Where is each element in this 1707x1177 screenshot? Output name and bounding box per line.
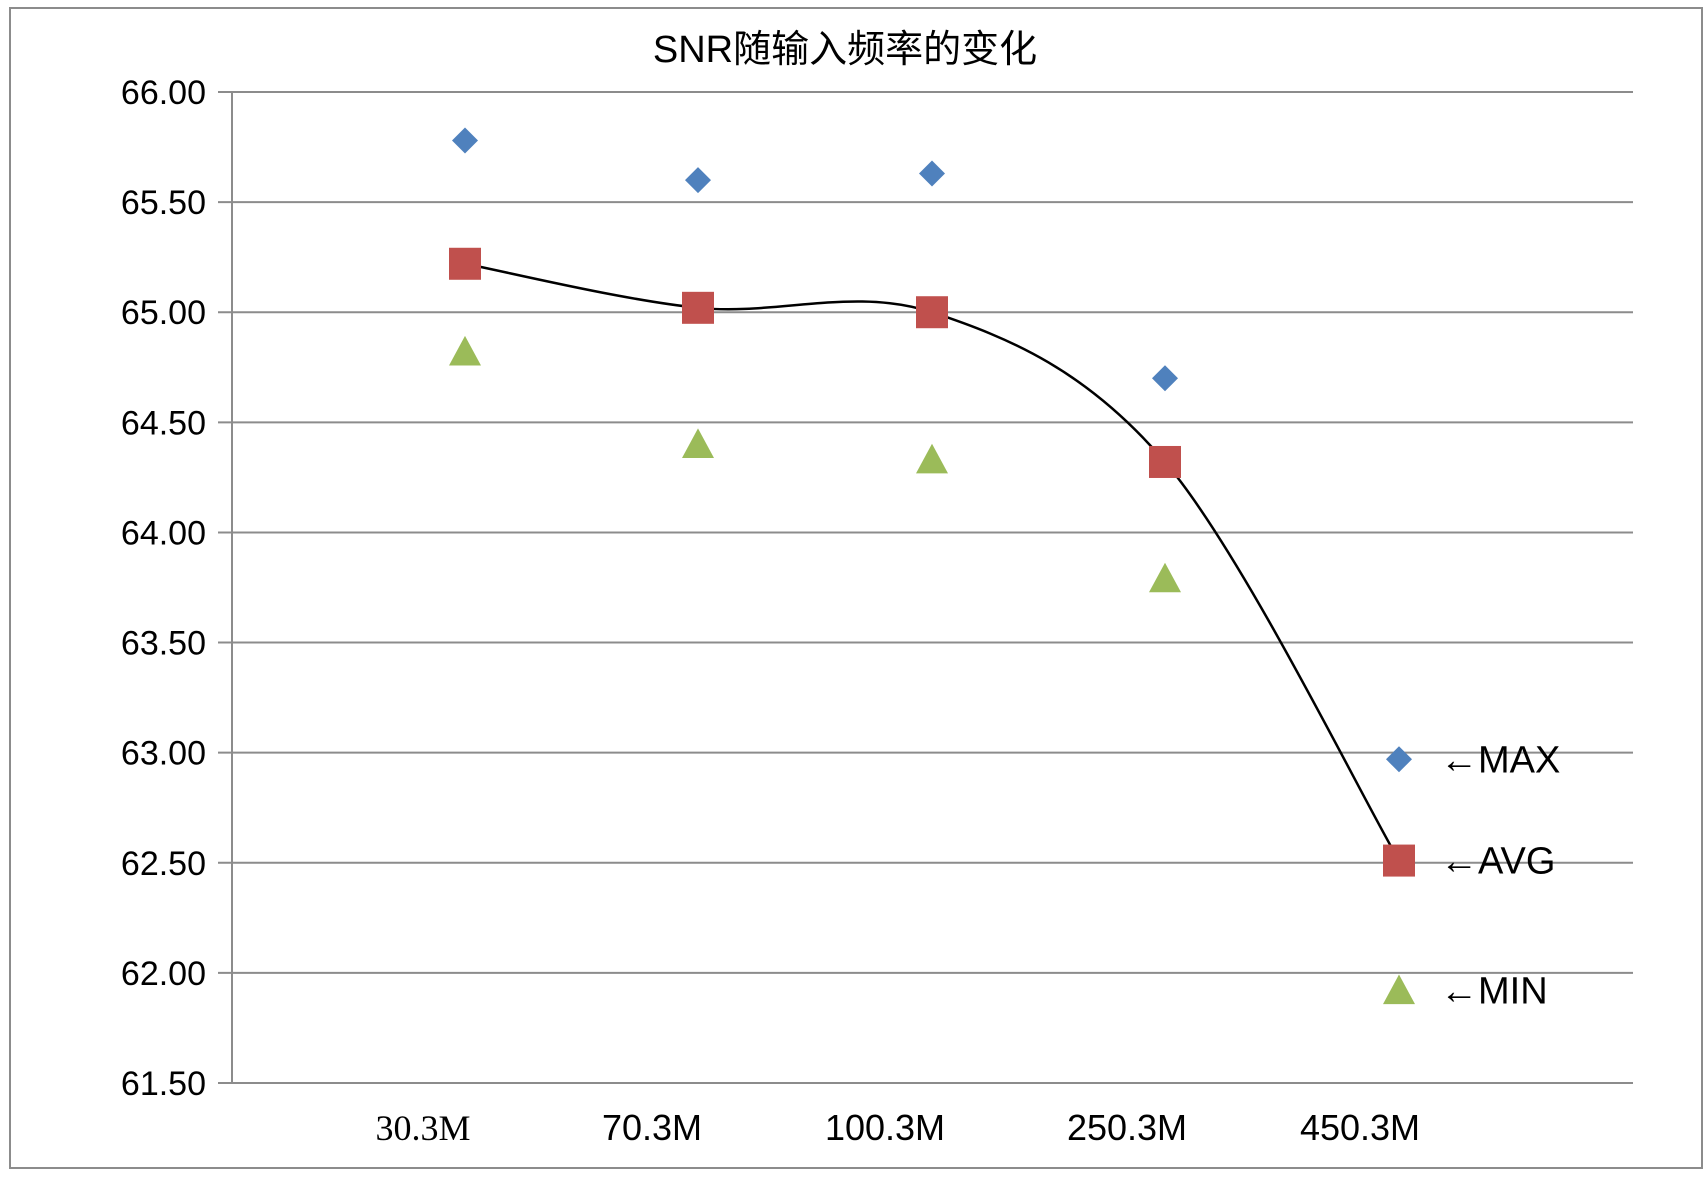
min-point xyxy=(682,428,714,458)
max-point xyxy=(452,127,478,154)
y-tick-label: 62.00 xyxy=(121,955,206,993)
avg-point xyxy=(449,247,481,280)
y-tick-label: 62.50 xyxy=(121,845,206,883)
annotations-layer: ←MAX ←AVG ←MIN xyxy=(1440,739,1560,1012)
y-tick-label: 66.00 xyxy=(121,74,206,112)
markers-layer xyxy=(449,127,1415,1005)
max-point xyxy=(1152,365,1178,392)
avg-point xyxy=(916,296,948,329)
avg-trendline xyxy=(464,262,1401,862)
x-tick-label: 250.3M xyxy=(1067,1107,1187,1148)
min-point xyxy=(449,335,481,366)
y-tick-labels: 66.00 65.50 65.00 64.50 64.00 63.50 63.00 62.50… xyxy=(121,74,206,1103)
y-tick-label: 63.50 xyxy=(121,625,206,663)
avg-annotation: ←AVG xyxy=(1440,841,1555,883)
avg-point xyxy=(682,291,714,324)
avg-point xyxy=(1383,844,1415,877)
y-tick-label: 65.00 xyxy=(121,294,206,332)
x-tick-labels: 30.3M 70.3M 100.3M 250.3M 450.3M xyxy=(375,1107,1420,1148)
max-point xyxy=(919,160,945,187)
x-tick-label: 100.3M xyxy=(825,1107,945,1148)
y-tick-label: 63.00 xyxy=(121,735,206,773)
avg-point xyxy=(1149,445,1181,478)
min-point xyxy=(916,443,948,474)
y-tick-label: 64.50 xyxy=(121,404,206,442)
min-point xyxy=(1383,974,1415,1005)
max-point xyxy=(685,167,711,194)
min-point xyxy=(1149,562,1181,593)
x-tick-label: 450.3M xyxy=(1300,1107,1420,1148)
max-annotation: ←MAX xyxy=(1440,739,1560,781)
trendline-layer xyxy=(464,262,1401,862)
x-tick-label: 30.3M xyxy=(375,1108,470,1148)
y-tick-label: 64.00 xyxy=(121,514,206,552)
min-annotation: ←MIN xyxy=(1440,971,1548,1013)
chart-title: SNR随输入频率的变化 xyxy=(653,29,1037,71)
y-tick-label: 65.50 xyxy=(121,184,206,222)
y-tick-label: 61.50 xyxy=(121,1065,206,1103)
x-tick-label: 70.3M xyxy=(602,1107,702,1148)
max-point xyxy=(1386,746,1412,773)
